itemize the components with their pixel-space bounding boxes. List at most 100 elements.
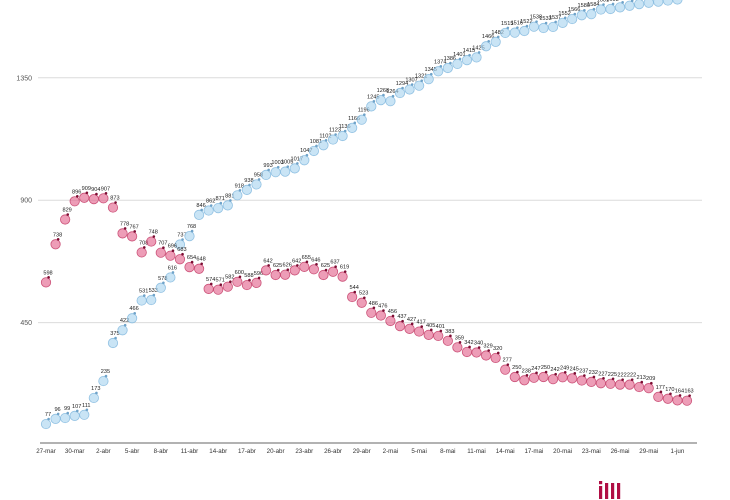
data-point-bubble: [98, 193, 109, 204]
data-point-dot: [401, 319, 404, 323]
data-point-bubble: [280, 166, 291, 177]
data-point-bubble: [146, 236, 157, 247]
data-point-label: 401: [436, 324, 445, 330]
data-point-label: 249: [560, 365, 569, 371]
data-point-dot: [267, 168, 270, 172]
data-point-bubble: [356, 297, 367, 308]
data-point-bubble: [557, 372, 568, 383]
y-axis-tick-label: 450: [20, 320, 32, 327]
data-point-dot: [516, 26, 519, 29]
data-point-bubble: [375, 95, 386, 106]
data-point-dot: [372, 306, 376, 310]
data-point-bubble: [69, 196, 80, 207]
data-point-label: 1466: [482, 34, 494, 40]
data-point-bubble: [672, 395, 683, 406]
data-point-bubble: [414, 80, 425, 91]
data-point-bubble: [538, 22, 549, 34]
data-point-bubble: [222, 281, 233, 292]
data-point-bubble: [385, 315, 396, 327]
data-point-dot: [468, 345, 471, 349]
data-point-bubble: [299, 261, 310, 272]
data-point-label: 227: [598, 371, 607, 377]
data-point-label: 476: [378, 304, 387, 310]
data-point-dot: [66, 213, 70, 216]
data-point-label: 1516: [511, 21, 523, 27]
data-point-label: 616: [168, 265, 177, 271]
x-axis-tick-label: 17-abr: [238, 448, 256, 455]
data-point-bubble: [547, 21, 559, 33]
data-point-label: 209: [646, 376, 655, 382]
data-point-bubble: [653, 391, 664, 402]
data-point-bubble: [289, 265, 300, 276]
data-point-label: 417: [416, 320, 425, 326]
x-axis-tick-label: 8-mai: [440, 448, 455, 455]
data-point-label: 598: [43, 270, 52, 276]
data-point-label: 600: [235, 270, 244, 276]
data-point-bubble: [662, 393, 673, 404]
data-point-dot: [353, 290, 357, 294]
data-point-dot: [305, 153, 309, 157]
data-point-dot: [257, 276, 261, 280]
data-point-label: 648: [196, 257, 205, 263]
data-point-dot: [219, 283, 223, 286]
data-point-dot: [535, 371, 538, 375]
data-point-dot: [487, 349, 490, 352]
data-point-label: 1166: [348, 116, 360, 122]
data-point-label: 1482: [491, 30, 503, 36]
data-point-label: 111: [82, 403, 91, 409]
data-point-label: 1374: [434, 59, 446, 65]
data-point-label: 456: [388, 309, 397, 315]
data-point-bubble: [50, 239, 61, 250]
data-point-bubble: [174, 239, 186, 250]
data-point-label: 619: [340, 265, 349, 271]
data-point-dot: [276, 165, 280, 169]
data-point-label: 1415: [463, 48, 475, 54]
data-point-dot: [363, 296, 366, 300]
data-point-bubble: [538, 371, 549, 383]
data-point-bubble: [155, 282, 166, 293]
x-axis-tick-label: 27-mar: [36, 448, 56, 455]
data-point-bubble: [519, 25, 530, 37]
data-point-label: 342: [464, 340, 473, 346]
data-point-bubble: [605, 378, 616, 389]
data-point-label: 383: [445, 329, 454, 335]
data-point-label: 909: [82, 186, 91, 192]
data-point-label: 1196: [358, 108, 370, 114]
data-point-label: 173: [91, 386, 100, 392]
data-point-bubble: [433, 330, 444, 342]
data-point-bubble: [490, 352, 501, 364]
data-point-label: 846: [196, 203, 205, 209]
data-point-dot: [171, 271, 175, 274]
data-point-bubble: [461, 346, 473, 358]
data-point-dot: [592, 375, 596, 379]
data-point-label: 642: [292, 258, 301, 264]
data-point-bubble: [289, 163, 300, 174]
data-point-bubble: [337, 130, 348, 142]
data-point-bubble: [586, 9, 597, 20]
data-point-label: 778: [120, 221, 129, 227]
data-point-label: 1102: [319, 133, 331, 139]
data-point-dot: [496, 35, 500, 39]
data-point-bubble: [270, 167, 281, 178]
data-point-dot: [47, 276, 50, 279]
data-point-bubble: [107, 337, 119, 349]
data-point-bubble: [117, 325, 128, 336]
data-point-label: 359: [455, 335, 464, 341]
data-point-label: 375: [110, 331, 119, 337]
data-point-dot: [410, 83, 414, 86]
data-point-bubble: [356, 114, 367, 125]
data-point-bubble: [60, 214, 71, 225]
data-point-dot: [85, 191, 89, 195]
data-point-bubble: [203, 205, 214, 216]
data-point-label: 164: [675, 388, 684, 394]
data-point-dot: [324, 138, 328, 142]
data-point-label: 245: [570, 366, 579, 372]
data-point-dot: [468, 53, 471, 57]
data-point-bubble: [662, 0, 673, 6]
x-axis-tick-label: 29-mai: [639, 448, 658, 455]
data-point-bubble: [614, 2, 626, 13]
data-point-dot: [181, 252, 184, 256]
data-point-bubble: [490, 36, 501, 47]
data-point-dot: [324, 268, 328, 272]
